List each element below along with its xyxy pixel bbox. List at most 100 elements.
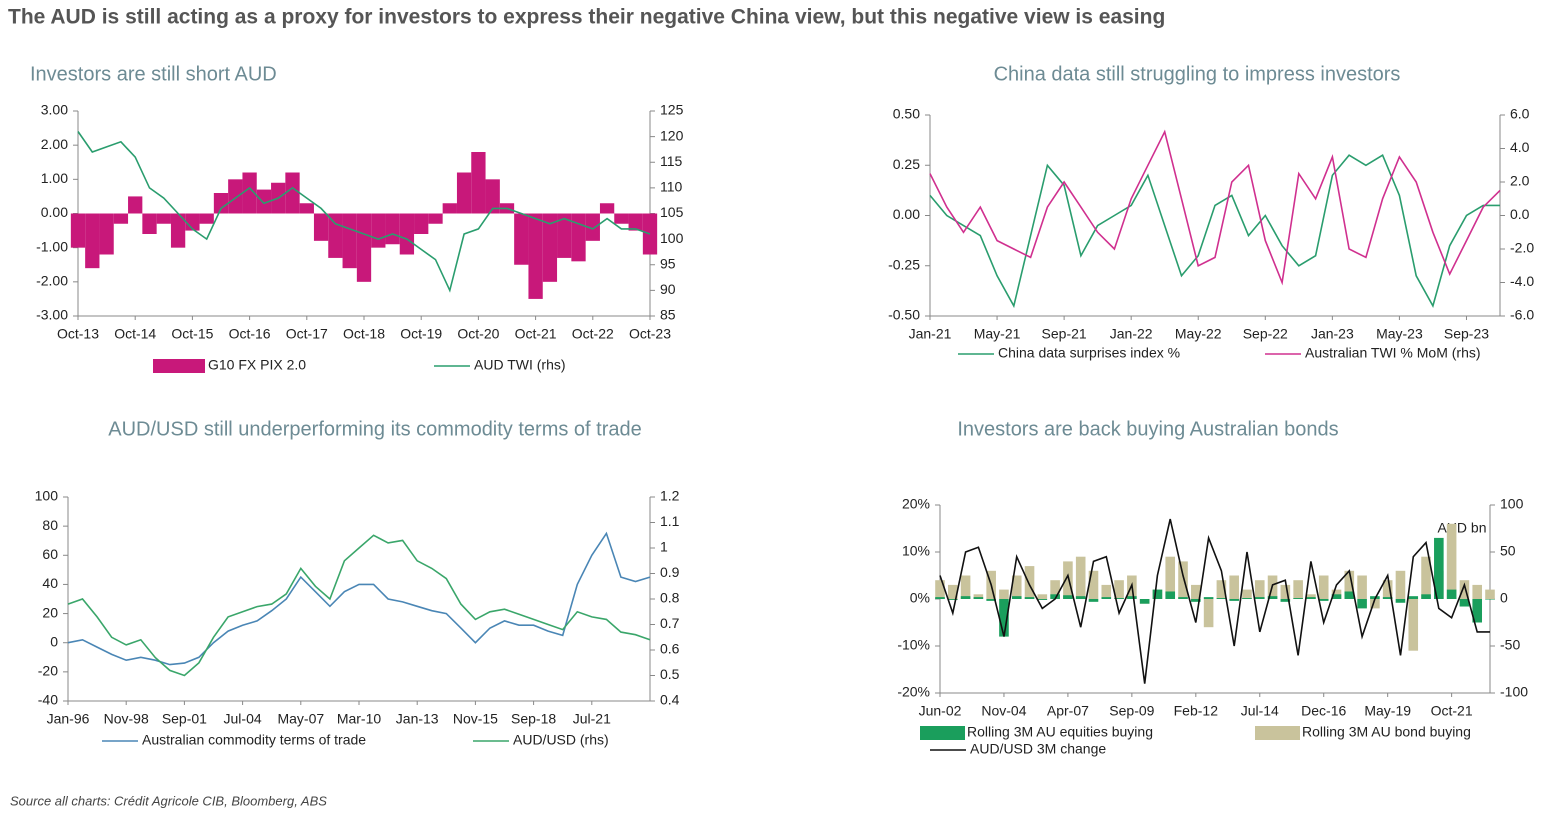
bar — [1421, 594, 1431, 599]
y-tick-label: -0.25 — [888, 256, 920, 272]
y2-tick-label: 95 — [660, 255, 676, 271]
y2-tick-label: -6.0 — [1510, 307, 1534, 323]
bar — [1037, 599, 1048, 600]
bar — [456, 172, 472, 214]
bar — [299, 203, 314, 214]
y2-tick-label: 90 — [660, 281, 676, 297]
bar — [485, 179, 500, 214]
bar — [1318, 575, 1329, 599]
x-tick-label: Oct-14 — [114, 326, 156, 342]
x-tick-label: Sep-22 — [1243, 326, 1288, 342]
x-tick-label: Jan-21 — [909, 326, 952, 342]
bar — [1306, 597, 1316, 599]
bar — [1293, 580, 1303, 599]
x-tick-label: Dec-16 — [1301, 703, 1346, 719]
y-tick-label: -20% — [897, 684, 930, 700]
x-tick-label: Sep-18 — [511, 711, 556, 727]
bar — [1395, 570, 1406, 599]
bar — [1408, 596, 1419, 599]
bar — [414, 213, 429, 234]
bar — [170, 213, 186, 248]
bar — [228, 179, 243, 214]
legend-label: Australian commodity terms of trade — [142, 732, 366, 748]
bar — [1127, 596, 1137, 599]
y2-tick-label: 0.9 — [660, 564, 680, 580]
bar — [185, 213, 200, 231]
bar — [1242, 589, 1252, 599]
y2-tick-label: 105 — [660, 204, 684, 220]
y2-tick-label: 85 — [660, 307, 676, 323]
y2-tick-label: 110 — [660, 179, 683, 195]
bar — [1229, 599, 1239, 601]
bar — [1088, 570, 1099, 599]
bar — [614, 213, 629, 224]
bar — [1024, 566, 1035, 599]
y2-tick-label: 120 — [660, 127, 684, 143]
x-tick-label: Oct-20 — [457, 326, 499, 342]
bar — [1011, 575, 1022, 599]
bar — [356, 213, 372, 282]
x-tick-label: Jul-21 — [573, 711, 611, 727]
y2-tick-label: 4.0 — [1510, 139, 1530, 155]
legend-label: Rolling 3M AU bond buying — [1302, 724, 1471, 740]
y-tick-label: 60 — [42, 546, 58, 562]
axis-unit: AUD bn — [1437, 520, 1486, 536]
bar — [973, 597, 984, 599]
bar — [328, 213, 343, 258]
bar — [256, 189, 272, 214]
line-series — [77, 131, 651, 293]
bar — [1293, 598, 1303, 599]
y-tick-label: 0.00 — [41, 204, 68, 220]
bar — [1050, 580, 1060, 599]
bar — [1037, 594, 1048, 599]
bar — [514, 213, 529, 265]
bar — [385, 213, 400, 245]
page-title: The AUD is still acting as a proxy for i… — [8, 6, 1165, 29]
bar — [313, 213, 329, 241]
legend-swatch — [920, 726, 965, 740]
x-tick-label: May-23 — [1376, 326, 1423, 342]
bar — [128, 196, 143, 214]
y-tick-label: 20% — [902, 496, 930, 512]
bar — [85, 213, 100, 269]
bar — [960, 596, 971, 599]
y2-tick-label: 1.2 — [660, 488, 680, 504]
y-tick-label: -40 — [38, 692, 58, 708]
y-tick-label: 0% — [910, 590, 930, 606]
x-tick-label: Jul-14 — [1241, 703, 1279, 719]
x-tick-label: Apr-07 — [1047, 703, 1089, 719]
y2-tick-label: -4.0 — [1510, 273, 1534, 289]
x-tick-label: Sep-21 — [1042, 326, 1087, 342]
bar — [142, 213, 157, 234]
bar — [1063, 561, 1073, 599]
x-tick-label: Jan-22 — [1110, 326, 1153, 342]
y-tick-label: 10% — [902, 543, 930, 559]
bar — [156, 213, 171, 224]
bar — [999, 599, 1009, 637]
line-series — [939, 518, 1490, 684]
y2-tick-label: 0.0 — [1510, 206, 1530, 222]
y-tick-label: 80 — [42, 517, 58, 533]
bar — [1280, 599, 1291, 602]
x-tick-label: Oct-16 — [229, 326, 271, 342]
y-tick-label: -3.00 — [36, 307, 68, 323]
bar — [1165, 556, 1176, 599]
bar — [1306, 594, 1316, 599]
bar — [1178, 597, 1188, 599]
bar — [1370, 599, 1380, 609]
bar — [1050, 594, 1060, 599]
bar — [628, 213, 643, 231]
y2-tick-label: 100 — [660, 230, 684, 246]
bar — [1152, 589, 1163, 599]
x-tick-label: Sep-23 — [1444, 326, 1489, 342]
bar — [1446, 589, 1457, 599]
bar — [1472, 584, 1483, 599]
x-tick-label: Jan-23 — [1311, 326, 1354, 342]
bar — [1344, 570, 1355, 599]
x-tick-label: May-22 — [1175, 326, 1222, 342]
y-tick-label: -1.00 — [36, 238, 68, 254]
x-tick-label: May-21 — [974, 326, 1021, 342]
legend-label: Australian TWI % MoM (rhs) — [1305, 345, 1481, 361]
y-tick-label: 40 — [42, 575, 58, 591]
y2-tick-label: -100 — [1500, 684, 1528, 700]
